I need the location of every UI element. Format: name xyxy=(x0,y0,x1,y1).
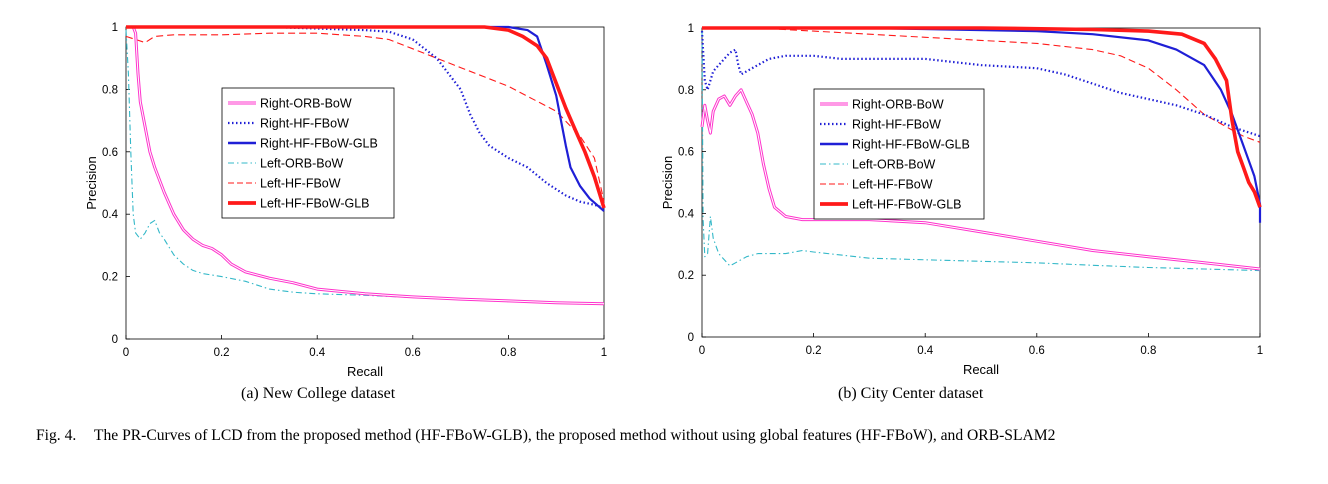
legend-box xyxy=(813,88,985,220)
figure-label: Fig. 4. xyxy=(36,427,77,444)
legend-label-right-orb-bow: Right-ORB-BoW xyxy=(260,97,352,111)
y-tick-label: 0.6 xyxy=(102,147,118,159)
y-axis-label: Precision xyxy=(84,156,99,209)
legend-label-left-hf-fbow: Left-HF-FBoW xyxy=(852,178,933,192)
series-line-left-hf-fbow-glb xyxy=(702,26,1262,208)
legend-label-left-orb-bow: Left-ORB-BoW xyxy=(852,158,936,172)
chart-new-college: 0 0.2 0.4 0.6 0.8 1 0 0.2 0.4 0.6 0.8 1 Recall Precis… xyxy=(84,22,607,379)
y-tick-label: 0.2 xyxy=(678,270,694,282)
figure-caption: Fig. 4. The PR-Curves of LCD from the pr… xyxy=(36,426,1291,446)
chart-city-center: 0 0.2 0.4 0.6 0.8 1 0 0.2 0.4 0.6 0.8 1 Recall Precis… xyxy=(660,23,1263,377)
legend: Right-ORB-BoW Right-HF-FBoW Right-HF-FBoW-… xyxy=(813,88,985,220)
series-line-left-hf-fbow xyxy=(125,32,605,202)
series-line-right-orb-bow-inner xyxy=(126,26,605,305)
series-line-right-orb-bow xyxy=(700,88,1261,271)
x-tick-label: 0 xyxy=(699,345,705,357)
x-tick-label: 1 xyxy=(1257,345,1263,357)
legend-label-right-hf-fbow-glb: Right-HF-FBoW-GLB xyxy=(852,138,970,152)
x-tick-label: 0.2 xyxy=(806,345,822,357)
legend-label-left-hf-fbow: Left-HF-FBoW xyxy=(260,177,341,191)
legend-label-left-hf-fbow-glb: Left-HF-FBoW-GLB xyxy=(260,197,370,211)
y-tick-label: 0.8 xyxy=(678,85,694,97)
y-tick-label: 0.8 xyxy=(102,84,118,96)
legend: Right-ORB-BoW Right-HF-FBoW Right-HF-FBoW-… xyxy=(221,87,395,219)
x-tick-label: 1 xyxy=(601,347,607,359)
legend-label-left-hf-fbow-glb: Left-HF-FBoW-GLB xyxy=(852,198,962,212)
legend-label-right-hf-fbow: Right-HF-FBoW xyxy=(852,118,941,132)
x-tick-label: 0.8 xyxy=(1140,345,1156,357)
legend-label-right-orb-bow: Right-ORB-BoW xyxy=(852,98,944,112)
x-tick-label: 0 xyxy=(123,347,129,359)
series-line-right-orb-bow xyxy=(126,25,605,306)
series-line-right-orb-bow-inner xyxy=(701,89,1261,270)
legend-label-right-hf-fbow: Right-HF-FBoW xyxy=(260,117,349,131)
series-line-left-hf-fbow xyxy=(702,27,1261,143)
x-tick-label: 0.8 xyxy=(500,347,516,359)
y-tick-label: 0.4 xyxy=(678,208,695,220)
series-line-left-orb-bow xyxy=(701,31,1261,272)
legend-label-right-hf-fbow-glb: Right-HF-FBoW-GLB xyxy=(260,137,378,151)
y-tick-label: 1 xyxy=(112,22,118,34)
legend-box xyxy=(221,87,395,219)
series-line-right-hf-fbow-glb xyxy=(702,26,1262,223)
subcaption-new-college: (a) New College dataset xyxy=(241,385,396,402)
x-axis-label: Recall xyxy=(963,362,999,377)
series-line-left-hf-fbow-glb xyxy=(126,25,606,209)
x-tick-label: 0.4 xyxy=(917,345,934,357)
subcaption-city-center: (b) City Center dataset xyxy=(838,385,984,402)
x-tick-label: 0.4 xyxy=(309,347,326,359)
x-tick-label: 0.2 xyxy=(214,347,230,359)
figure-caption-text: The PR-Curves of LCD from the proposed m… xyxy=(93,427,1056,444)
y-tick-label: 0 xyxy=(112,334,118,346)
x-axis-label: Recall xyxy=(347,364,383,379)
y-tick-label: 1 xyxy=(688,23,694,35)
x-tick-label: 0.6 xyxy=(405,347,421,359)
x-tick-label: 0.6 xyxy=(1029,345,1045,357)
y-tick-label: 0.2 xyxy=(102,272,118,284)
y-tick-label: 0.6 xyxy=(678,147,694,159)
y-tick-label: 0 xyxy=(688,332,694,344)
legend-label-left-orb-bow: Left-ORB-BoW xyxy=(260,157,344,171)
y-axis-label: Precision xyxy=(660,156,675,209)
y-tick-label: 0.4 xyxy=(102,209,119,221)
